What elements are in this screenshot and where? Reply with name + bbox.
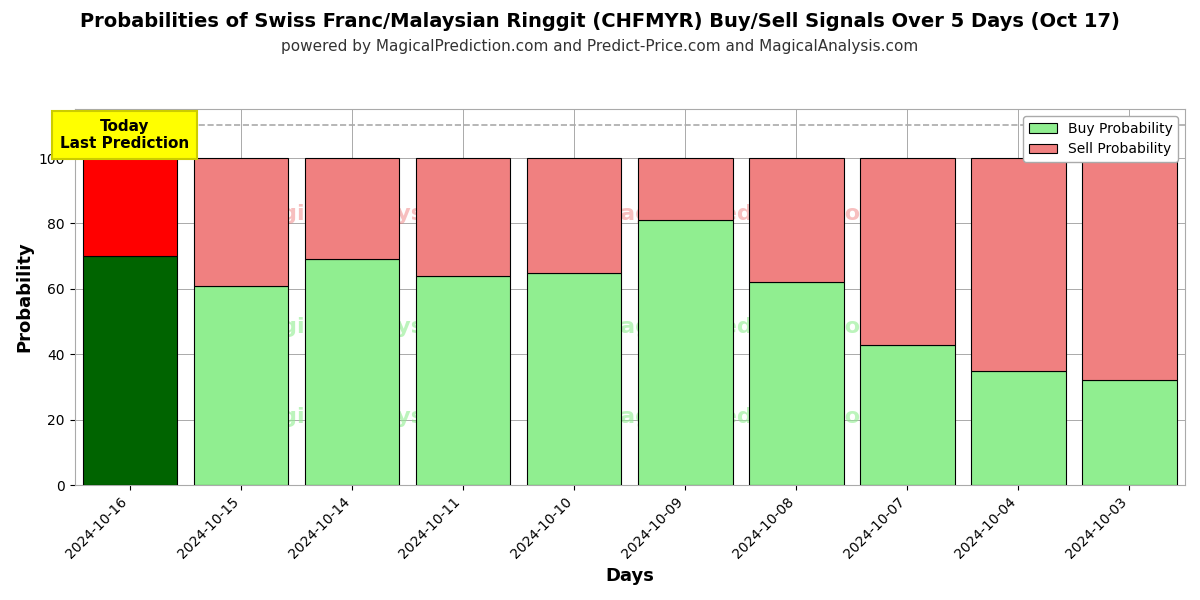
- Text: MagicalPrediction.com: MagicalPrediction.com: [598, 205, 883, 224]
- Bar: [860, 344, 955, 485]
- Bar: [638, 158, 732, 220]
- Bar: [971, 158, 1066, 371]
- Bar: [749, 283, 844, 485]
- Text: MagicalAnalysis.com: MagicalAnalysis.com: [244, 407, 505, 427]
- Text: powered by MagicalPrediction.com and Predict-Price.com and MagicalAnalysis.com: powered by MagicalPrediction.com and Pre…: [281, 39, 919, 54]
- Y-axis label: Probability: Probability: [16, 242, 34, 352]
- Text: Probabilities of Swiss Franc/Malaysian Ringgit (CHFMYR) Buy/Sell Signals Over 5 : Probabilities of Swiss Franc/Malaysian R…: [80, 12, 1120, 31]
- Bar: [305, 158, 400, 259]
- Bar: [527, 272, 622, 485]
- Text: MagicalPrediction.com: MagicalPrediction.com: [598, 407, 883, 427]
- Bar: [527, 158, 622, 272]
- Bar: [83, 158, 178, 256]
- Bar: [416, 276, 510, 485]
- Text: MagicalPrediction.com: MagicalPrediction.com: [598, 317, 883, 337]
- Bar: [83, 256, 178, 485]
- Bar: [860, 158, 955, 344]
- Bar: [749, 158, 844, 283]
- Bar: [971, 371, 1066, 485]
- Bar: [1082, 380, 1177, 485]
- Bar: [1082, 158, 1177, 380]
- Legend: Buy Probability, Sell Probability: Buy Probability, Sell Probability: [1024, 116, 1178, 162]
- Text: MagicalAnalysis.com: MagicalAnalysis.com: [244, 317, 505, 337]
- Text: Today
Last Prediction: Today Last Prediction: [60, 119, 190, 151]
- X-axis label: Days: Days: [605, 567, 654, 585]
- Bar: [638, 220, 732, 485]
- Bar: [194, 286, 288, 485]
- Bar: [194, 158, 288, 286]
- Text: MagicalAnalysis.com: MagicalAnalysis.com: [244, 205, 505, 224]
- Bar: [416, 158, 510, 276]
- Bar: [305, 259, 400, 485]
